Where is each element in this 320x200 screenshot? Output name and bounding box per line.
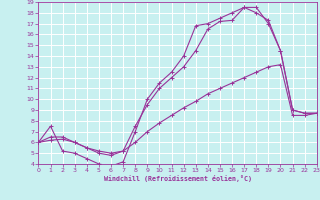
X-axis label: Windchill (Refroidissement éolien,°C): Windchill (Refroidissement éolien,°C) <box>104 175 252 182</box>
